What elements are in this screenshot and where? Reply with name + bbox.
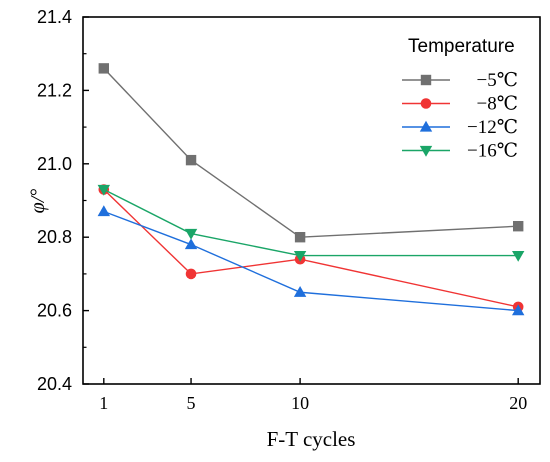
- legend-label-2: −8℃: [477, 94, 518, 115]
- legend: Temperature −5℃ −8℃−12℃ −16℃: [402, 36, 518, 162]
- legend-label-1: −5℃: [477, 70, 518, 91]
- legend-marker-3: [419, 120, 433, 132]
- legend-label-3: −12℃: [467, 117, 518, 138]
- data-point-s4-3: [293, 250, 307, 262]
- data-point-s1-1: [98, 63, 110, 74]
- series-line-2: [103, 188, 519, 308]
- data-point-s1-3: [294, 232, 306, 243]
- data-point-s3-1: [97, 205, 111, 217]
- x-tick-label-4: 20: [509, 393, 527, 413]
- y-tick-label-5: 21.2: [37, 80, 72, 100]
- legend-marker-2: [420, 98, 432, 109]
- series-line-3: [103, 210, 519, 312]
- y-tick-label-6: 21.4: [37, 7, 72, 27]
- x-tick-label-2: 5: [187, 393, 196, 413]
- legend-marker-1: [420, 74, 432, 86]
- y-tick-label-1: 20.4: [37, 374, 72, 394]
- y-tick-label-4: 21.0: [37, 154, 72, 174]
- data-point-s4-4: [511, 250, 525, 262]
- legend-title: Temperature: [408, 36, 515, 57]
- data-point-s3-4: [511, 304, 525, 316]
- data-point-s3-3: [293, 286, 307, 297]
- x-tick-label-1: 1: [99, 393, 108, 413]
- data-point-s1-2: [185, 154, 197, 166]
- data-point-s4-2: [184, 228, 198, 240]
- data-point-s1-4: [512, 220, 524, 232]
- legend-marker-4: [419, 145, 433, 157]
- legend-label-4: −16℃: [467, 141, 518, 162]
- series-line-4: [103, 188, 519, 257]
- legend-items: −5℃ −8℃−12℃ −16℃: [402, 70, 518, 162]
- y-axis-title: φ/°: [27, 189, 49, 214]
- y-tick-label-3: 20.8: [37, 227, 72, 247]
- y-tick-label-2: 20.6: [37, 301, 72, 321]
- x-axis-title: F-T cycles: [267, 427, 356, 451]
- data-point-s4-1: [97, 184, 111, 196]
- data-point-s2-2: [185, 268, 197, 280]
- marks-layer: [97, 63, 525, 316]
- data-point-s3-2: [184, 238, 198, 250]
- x-tick-label-3: 10: [291, 393, 309, 413]
- series-line-1: [103, 67, 519, 238]
- axes-layer: 1 5 10 20 20.4 20.6 20.8 21.0 21.2 21.4: [37, 7, 541, 413]
